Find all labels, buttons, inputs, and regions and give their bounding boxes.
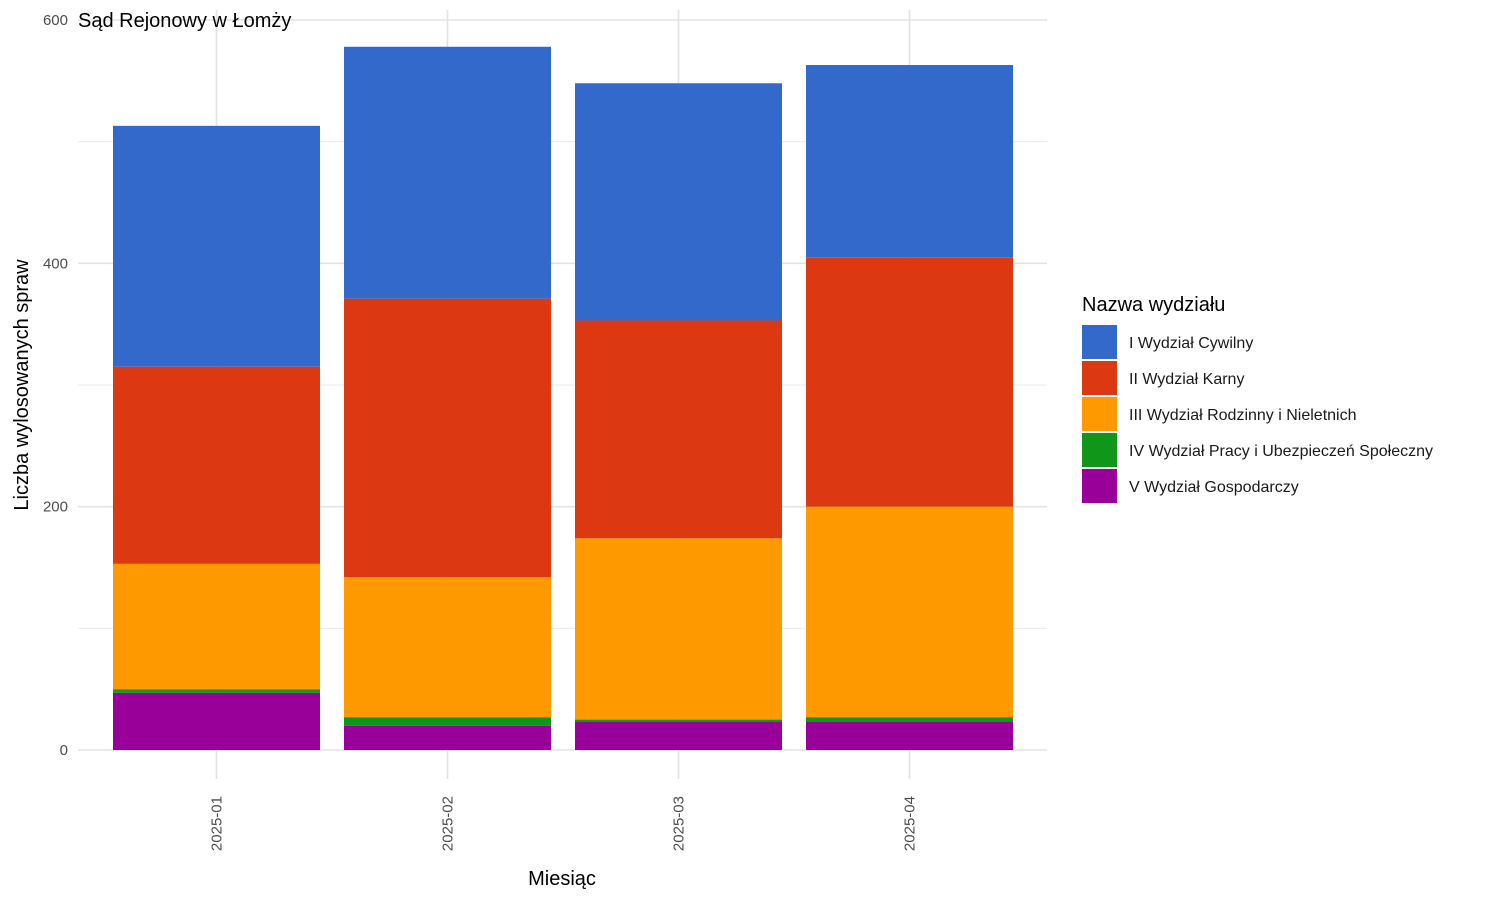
bar-segment: IV Wydział Pracy i Ubezpieczeń Społeczny… bbox=[806, 717, 1013, 723]
bar-segment: III Wydział Rodzinny i Nieletnich — 2025… bbox=[806, 506, 1013, 718]
bar-segment: III Wydział Rodzinny i Nieletnich — 2025… bbox=[344, 577, 551, 718]
legend-item: I Wydział Cywilny bbox=[1082, 325, 1253, 359]
legend-label: II Wydział Karny bbox=[1129, 371, 1244, 388]
legend-swatch bbox=[1082, 325, 1117, 359]
x-tick-label: 2025-04 bbox=[902, 796, 919, 851]
bar-segment: I Wydział Cywilny — 2025-02: 207 bbox=[344, 46, 551, 299]
bars: V Wydział Gospodarczy — 2025-01: 47IV Wy… bbox=[113, 46, 1013, 750]
legend-label: I Wydział Cywilny bbox=[1129, 335, 1253, 352]
legend: Nazwa wydziału I Wydział Cywilny II Wydzi… bbox=[1082, 294, 1433, 503]
legend-item: II Wydział Karny bbox=[1082, 361, 1244, 395]
y-axis-title: Liczba wylosowanych spraw bbox=[11, 259, 33, 511]
bar-segment: V Wydział Gospodarczy — 2025-03: 23 bbox=[575, 722, 782, 750]
x-axis-title: Miesiąc bbox=[528, 868, 596, 890]
legend-item: V Wydział Gospodarczy bbox=[1082, 469, 1299, 503]
legend-label: IV Wydział Pracy i Ubezpieczeń Społeczny bbox=[1129, 443, 1433, 460]
bar-segment: V Wydział Gospodarczy — 2025-04: 23 bbox=[806, 722, 1013, 750]
bar-segment: II Wydział Karny — 2025-02: 229 bbox=[344, 298, 551, 578]
x-axis: 2025-01 2025-02 2025-03 2025-04 bbox=[209, 796, 919, 851]
bar-segment: IV Wydział Pracy i Ubezpieczeń Społeczny… bbox=[575, 719, 782, 723]
bar-segment: I Wydział Cywilny — 2025-04: 158 bbox=[806, 65, 1013, 258]
bar-segment: V Wydział Gospodarczy — 2025-02: 20 bbox=[344, 725, 551, 750]
x-tick-label: 2025-01 bbox=[209, 796, 226, 851]
legend-swatch bbox=[1082, 433, 1117, 467]
chart-title: Sąd Rejonowy w Łomży bbox=[78, 10, 291, 32]
legend-label: III Wydział Rodzinny i Nieletnich bbox=[1129, 407, 1357, 424]
bar-segment: III Wydział Rodzinny i Nieletnich — 2025… bbox=[113, 563, 320, 690]
legend-items: I Wydział Cywilny II Wydział Karny III Wyd… bbox=[1082, 325, 1433, 503]
bar-segment: I Wydział Cywilny — 2025-01: 198 bbox=[113, 125, 320, 367]
legend-swatch bbox=[1082, 397, 1117, 431]
legend-item: IV Wydział Pracy i Ubezpieczeń Społeczny bbox=[1082, 433, 1433, 467]
bar-segment: II Wydział Karny — 2025-04: 205 bbox=[806, 257, 1013, 507]
bar-segment: IV Wydział Pracy i Ubezpieczeń Społeczny… bbox=[113, 689, 320, 693]
legend-title: Nazwa wydziału bbox=[1082, 294, 1225, 316]
bar-segment: III Wydział Rodzinny i Nieletnich — 2025… bbox=[575, 538, 782, 720]
x-tick-label: 2025-02 bbox=[440, 796, 457, 851]
y-tick-label: 400 bbox=[43, 255, 68, 272]
y-tick-label: 0 bbox=[60, 742, 68, 759]
bar-segment: IV Wydział Pracy i Ubezpieczeń Społeczny… bbox=[344, 717, 551, 726]
y-tick-label: 200 bbox=[43, 499, 68, 516]
y-tick-label: 600 bbox=[43, 12, 68, 29]
y-axis: 0 200 400 600 bbox=[43, 12, 68, 759]
legend-label: V Wydział Gospodarczy bbox=[1129, 479, 1299, 496]
bar-segment: II Wydział Karny — 2025-03: 179 bbox=[575, 320, 782, 539]
legend-swatch bbox=[1082, 361, 1117, 395]
legend-swatch bbox=[1082, 469, 1117, 503]
x-tick-label: 2025-03 bbox=[671, 796, 688, 851]
bar-segment: II Wydział Karny — 2025-01: 162 bbox=[113, 366, 320, 564]
bar-segment: I Wydział Cywilny — 2025-03: 195 bbox=[575, 83, 782, 321]
legend-item: III Wydział Rodzinny i Nieletnich bbox=[1082, 397, 1357, 431]
bar-segment: V Wydział Gospodarczy — 2025-01: 47 bbox=[113, 692, 320, 750]
